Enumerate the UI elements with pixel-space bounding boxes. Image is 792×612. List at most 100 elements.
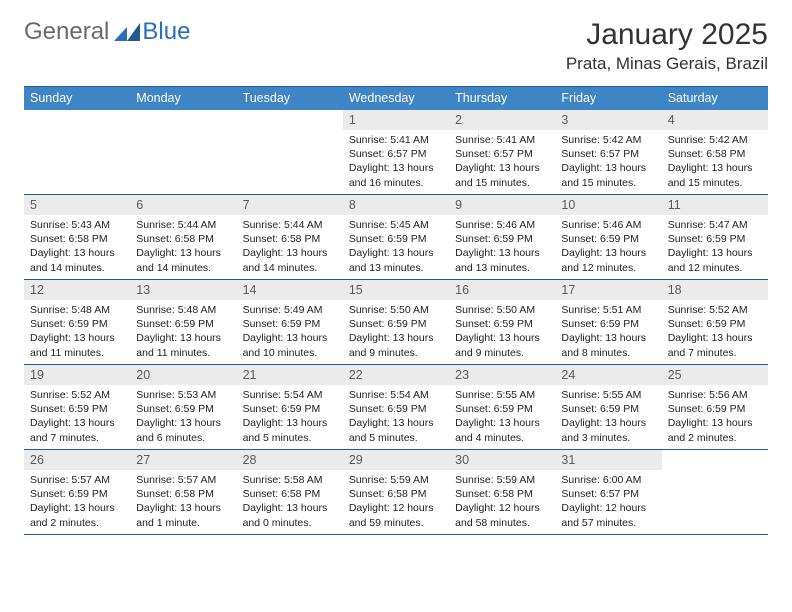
day-header: Thursday bbox=[449, 87, 555, 110]
sunset-line: Sunset: 6:59 PM bbox=[668, 402, 762, 416]
day-cell: 6Sunrise: 5:44 AMSunset: 6:58 PMDaylight… bbox=[130, 195, 236, 279]
sunset-line: Sunset: 6:59 PM bbox=[455, 317, 549, 331]
day-number: 11 bbox=[662, 195, 768, 215]
day-cell bbox=[130, 110, 236, 194]
sunset-line: Sunset: 6:59 PM bbox=[349, 402, 443, 416]
sunrise-line: Sunrise: 5:47 AM bbox=[668, 218, 762, 232]
day-info: Sunrise: 5:43 AMSunset: 6:58 PMDaylight:… bbox=[24, 215, 130, 279]
sunset-line: Sunset: 6:59 PM bbox=[243, 402, 337, 416]
daylight-line: Daylight: 12 hours and 57 minutes. bbox=[561, 501, 655, 529]
daylight-line: Daylight: 13 hours and 15 minutes. bbox=[561, 161, 655, 189]
day-info: Sunrise: 5:48 AMSunset: 6:59 PMDaylight:… bbox=[130, 300, 236, 364]
day-cell: 18Sunrise: 5:52 AMSunset: 6:59 PMDayligh… bbox=[662, 280, 768, 364]
daylight-line: Daylight: 13 hours and 16 minutes. bbox=[349, 161, 443, 189]
daylight-line: Daylight: 13 hours and 13 minutes. bbox=[455, 246, 549, 274]
day-info: Sunrise: 5:50 AMSunset: 6:59 PMDaylight:… bbox=[449, 300, 555, 364]
sunrise-line: Sunrise: 5:50 AM bbox=[455, 303, 549, 317]
week-row: 26 Sunrise: 5:57 AM Sunset: 6:59 PM Dayligh… bbox=[24, 450, 768, 535]
day-cell: 9Sunrise: 5:46 AMSunset: 6:59 PMDaylight… bbox=[449, 195, 555, 279]
day-cell: 17Sunrise: 5:51 AMSunset: 6:59 PMDayligh… bbox=[555, 280, 661, 364]
day-cell bbox=[237, 110, 343, 194]
sunrise-line: Sunrise: 5:51 AM bbox=[561, 303, 655, 317]
day-info: Sunrise: 5:42 AMSunset: 6:58 PMDaylight:… bbox=[662, 130, 768, 194]
sunrise-line: Sunrise: 5:44 AM bbox=[243, 218, 337, 232]
day-number: 14 bbox=[237, 280, 343, 300]
day-info: Sunrise: 5:46 AMSunset: 6:59 PMDaylight:… bbox=[449, 215, 555, 279]
day-info: Sunrise: 5:55 AMSunset: 6:59 PMDaylight:… bbox=[555, 385, 661, 449]
day-number: 28 bbox=[237, 450, 343, 470]
sunrise-line: Sunrise: 6:00 AM bbox=[561, 473, 655, 487]
sunset-line: Sunset: 6:59 PM bbox=[30, 487, 124, 501]
daylight-line: Daylight: 13 hours and 4 minutes. bbox=[455, 416, 549, 444]
sunset-line: Sunset: 6:59 PM bbox=[136, 402, 230, 416]
day-header: Friday bbox=[555, 87, 661, 110]
sunrise-line: Sunrise: 5:50 AM bbox=[349, 303, 443, 317]
day-cell: 8Sunrise: 5:45 AMSunset: 6:59 PMDaylight… bbox=[343, 195, 449, 279]
day-number: 2 bbox=[449, 110, 555, 130]
sunrise-line: Sunrise: 5:46 AM bbox=[561, 218, 655, 232]
day-info: Sunrise: 5:48 AMSunset: 6:59 PMDaylight:… bbox=[24, 300, 130, 364]
day-number: 18 bbox=[662, 280, 768, 300]
day-cell: 15Sunrise: 5:50 AMSunset: 6:59 PMDayligh… bbox=[343, 280, 449, 364]
day-cell: 14Sunrise: 5:49 AMSunset: 6:59 PMDayligh… bbox=[237, 280, 343, 364]
day-cell: 23Sunrise: 5:55 AMSunset: 6:59 PMDayligh… bbox=[449, 365, 555, 449]
sunrise-line: Sunrise: 5:48 AM bbox=[136, 303, 230, 317]
daylight-line: Daylight: 13 hours and 12 minutes. bbox=[668, 246, 762, 274]
day-info: Sunrise: 5:56 AMSunset: 6:59 PMDaylight:… bbox=[662, 385, 768, 449]
day-info: Sunrise: 6:00 AMSunset: 6:57 PMDaylight:… bbox=[555, 470, 661, 534]
sunrise-line: Sunrise: 5:52 AM bbox=[30, 388, 124, 402]
week-row: 1Sunrise: 5:41 AMSunset: 6:57 PMDaylight… bbox=[24, 110, 768, 195]
day-cell: 5Sunrise: 5:43 AMSunset: 6:58 PMDaylight… bbox=[24, 195, 130, 279]
day-header: Saturday bbox=[662, 87, 768, 110]
logo-text-blue: Blue bbox=[142, 18, 190, 46]
day-info: Sunrise: 5:58 AMSunset: 6:58 PMDaylight:… bbox=[237, 470, 343, 534]
day-number: 16 bbox=[449, 280, 555, 300]
day-cell bbox=[24, 110, 130, 194]
day-number: 4 bbox=[662, 110, 768, 130]
daylight-line: Daylight: 13 hours and 3 minutes. bbox=[561, 416, 655, 444]
day-number: 20 bbox=[130, 365, 236, 385]
day-info: Sunrise: 5:44 AMSunset: 6:58 PMDaylight:… bbox=[237, 215, 343, 279]
sunrise-line: Sunrise: 5:41 AM bbox=[455, 133, 549, 147]
day-number: 3 bbox=[555, 110, 661, 130]
daylight-line: Daylight: 13 hours and 11 minutes. bbox=[30, 331, 124, 359]
sunrise-line: Sunrise: 5:57 AM bbox=[136, 473, 230, 487]
sunset-line: Sunset: 6:59 PM bbox=[30, 317, 124, 331]
day-number: 26 bbox=[24, 450, 130, 470]
day-cell: 10Sunrise: 5:46 AMSunset: 6:59 PMDayligh… bbox=[555, 195, 661, 279]
sunset-line: Sunset: 6:59 PM bbox=[561, 317, 655, 331]
day-number: 1 bbox=[343, 110, 449, 130]
day-number: 6 bbox=[130, 195, 236, 215]
day-number: 12 bbox=[24, 280, 130, 300]
sunset-line: Sunset: 6:58 PM bbox=[30, 232, 124, 246]
day-cell: 29Sunrise: 5:59 AMSunset: 6:58 PMDayligh… bbox=[343, 450, 449, 534]
sunset-line: Sunset: 6:57 PM bbox=[561, 147, 655, 161]
sunset-line: Sunset: 6:58 PM bbox=[136, 487, 230, 501]
sunset-line: Sunset: 6:59 PM bbox=[668, 317, 762, 331]
day-number: 29 bbox=[343, 450, 449, 470]
day-cell: 28Sunrise: 5:58 AMSunset: 6:58 PMDayligh… bbox=[237, 450, 343, 534]
daylight-line: Daylight: 13 hours and 5 minutes. bbox=[349, 416, 443, 444]
daylight-line: Daylight: 13 hours and 14 minutes. bbox=[136, 246, 230, 274]
sunrise-line: Sunrise: 5:54 AM bbox=[243, 388, 337, 402]
sunrise-line: Sunrise: 5:53 AM bbox=[136, 388, 230, 402]
sunrise-line: Sunrise: 5:43 AM bbox=[30, 218, 124, 232]
sunset-line: Sunset: 6:58 PM bbox=[243, 487, 337, 501]
daylight-line: Daylight: 13 hours and 0 minutes. bbox=[243, 501, 337, 529]
sunrise-line: Sunrise: 5:45 AM bbox=[349, 218, 443, 232]
day-cell: 16Sunrise: 5:50 AMSunset: 6:59 PMDayligh… bbox=[449, 280, 555, 364]
sunrise-line: Sunrise: 5:59 AM bbox=[349, 473, 443, 487]
sunset-line: Sunset: 6:59 PM bbox=[561, 232, 655, 246]
month-title: January 2025 bbox=[566, 18, 768, 52]
day-cell: 26Sunrise: 5:57 AMSunset: 6:59 PMDayligh… bbox=[24, 450, 130, 534]
day-info: Sunrise: 5:54 AMSunset: 6:59 PMDaylight:… bbox=[237, 385, 343, 449]
daylight-line: Daylight: 12 hours and 58 minutes. bbox=[455, 501, 549, 529]
sunset-line: Sunset: 6:58 PM bbox=[349, 487, 443, 501]
sunrise-line: Sunrise: 5:42 AM bbox=[668, 133, 762, 147]
week-row: 5Sunrise: 5:43 AMSunset: 6:58 PMDaylight… bbox=[24, 195, 768, 280]
day-info: Sunrise: 5:59 AMSunset: 6:58 PMDaylight:… bbox=[343, 470, 449, 534]
day-number: 8 bbox=[343, 195, 449, 215]
sunrise-line: Sunrise: 5:55 AM bbox=[561, 388, 655, 402]
day-info: Sunrise: 5:53 AMSunset: 6:59 PMDaylight:… bbox=[130, 385, 236, 449]
calendar: Sunday Monday Tuesday Wednesday Thursday… bbox=[24, 86, 768, 535]
